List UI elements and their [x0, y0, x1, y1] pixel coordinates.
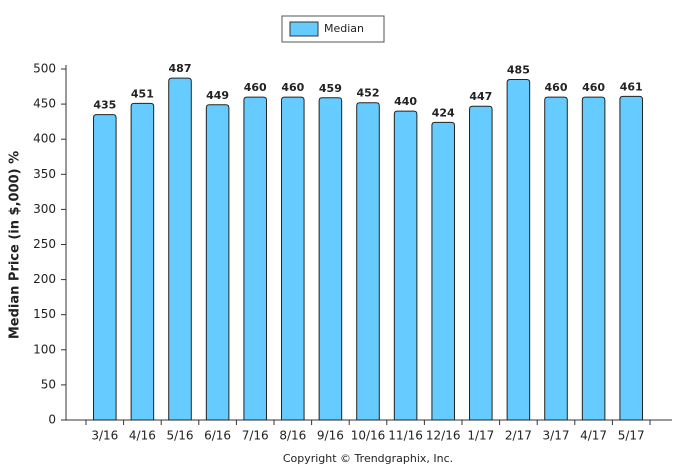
- y-tick-label: 50: [41, 377, 56, 391]
- y-tick-label: 200: [33, 272, 56, 286]
- value-label: 460: [281, 81, 304, 94]
- value-label: 440: [394, 95, 417, 108]
- bar: [469, 105, 493, 421]
- bar: [544, 96, 568, 421]
- bar: [130, 102, 155, 421]
- bar: [356, 102, 380, 421]
- value-label: 424: [432, 106, 455, 119]
- bar: [506, 79, 531, 421]
- value-label: 447: [469, 90, 492, 103]
- value-label: 461: [620, 80, 643, 93]
- y-tick-label: 150: [33, 307, 56, 321]
- value-label: 452: [357, 87, 380, 100]
- x-tick-label: 11/16: [388, 429, 423, 443]
- value-label: 451: [131, 87, 154, 100]
- x-tick-label: 9/16: [317, 429, 344, 443]
- x-tick-label: 3/17: [543, 429, 570, 443]
- y-axis-label: Median Price (in $,000) %: [8, 151, 23, 339]
- legend-swatch: [289, 21, 319, 37]
- bar: [393, 110, 418, 421]
- x-tick-label: 3/16: [91, 429, 118, 443]
- x-tick-label: 1/17: [467, 429, 494, 443]
- y-tick-label: 250: [33, 237, 56, 251]
- value-label: 460: [244, 81, 267, 94]
- x-tick-label: 5/17: [618, 429, 645, 443]
- x-tick-label: 6/16: [204, 429, 231, 443]
- bar: [581, 96, 606, 421]
- x-tick-label: 2/17: [505, 429, 532, 443]
- footer: Copyright © Trendgraphix, Inc.: [283, 452, 453, 465]
- bar: [318, 97, 343, 421]
- x-tick-label: 7/16: [242, 429, 269, 443]
- value-label: 460: [545, 81, 568, 94]
- bar: [205, 104, 230, 421]
- value-label: 487: [169, 62, 192, 75]
- y-tick-label: 500: [33, 62, 56, 76]
- x-tick-label: 8/16: [279, 429, 306, 443]
- y-tick-label: 0: [48, 413, 56, 427]
- legend-label: Median: [324, 22, 364, 35]
- x-tick-label: 4/16: [129, 429, 156, 443]
- value-label: 459: [319, 82, 342, 95]
- value-label: 460: [582, 81, 605, 94]
- x-tick-label: 4/17: [580, 429, 607, 443]
- y-tick-label: 300: [33, 202, 56, 216]
- bar: [168, 77, 192, 421]
- value-label: 449: [206, 89, 229, 102]
- x-tick-label: 5/16: [167, 429, 194, 443]
- value-label: 435: [93, 99, 116, 112]
- bar: [93, 114, 117, 421]
- bar: [619, 95, 643, 421]
- y-tick-label: 100: [33, 342, 56, 356]
- bar: [431, 121, 455, 421]
- bar: [243, 96, 267, 421]
- y-tick-label: 350: [33, 167, 56, 181]
- bar: [281, 96, 305, 421]
- x-tick-label: 10/16: [351, 429, 386, 443]
- value-label: 485: [507, 64, 530, 77]
- y-tick-label: 450: [33, 97, 56, 111]
- x-tick-label: 12/16: [426, 429, 461, 443]
- y-tick-label: 400: [33, 132, 56, 146]
